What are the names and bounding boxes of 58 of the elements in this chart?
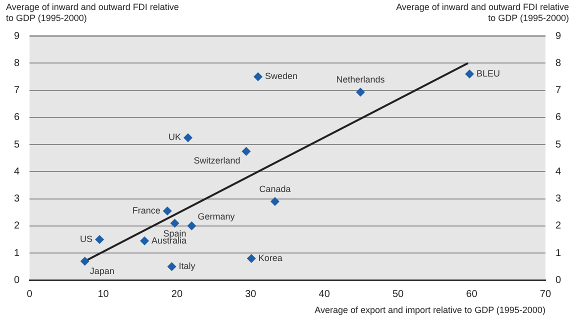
point: [254, 72, 263, 82]
y-axis-title: Average of inward and outward FDI relative to GDP (1995-2000): [6, 2, 180, 24]
y-tick-label: 8: [14, 58, 20, 69]
x-tick-label: 10: [98, 288, 110, 300]
x-tick-label: 70: [540, 288, 552, 300]
x-tick-label: 20: [171, 288, 183, 300]
series-label: Switzerland: [194, 155, 240, 166]
y2-tick-label: 6: [555, 112, 562, 124]
point: [270, 197, 280, 206]
series-label: US: [80, 234, 93, 244]
point: [184, 133, 193, 142]
x-tick-label: 30: [245, 288, 257, 300]
series-label: Japan: [90, 266, 114, 276]
series-label: Italy: [178, 261, 196, 272]
point: [246, 254, 256, 263]
point: [95, 235, 104, 244]
point: [162, 206, 172, 216]
y-tick-label: 3: [14, 194, 20, 205]
y-tick-label: 9: [14, 30, 20, 42]
series-label: BLEU: [476, 68, 500, 78]
series-label: Korea: [258, 252, 282, 263]
y-tick-label: 4: [14, 166, 20, 178]
point: [187, 221, 196, 230]
y2-tick-label: 0: [555, 274, 562, 286]
series-label: France: [132, 205, 160, 216]
y-tick-label: 0: [14, 274, 20, 286]
point: [167, 262, 176, 272]
point: [465, 69, 474, 78]
y2-tick-label: 9: [555, 30, 562, 42]
x-tick-label: 60: [466, 288, 478, 300]
series-label: Spain: [163, 228, 186, 239]
x-tick-label: 50: [392, 288, 404, 300]
point: [170, 218, 180, 228]
x-tick-label: 0: [26, 288, 33, 300]
series-label: Canada: [259, 184, 291, 194]
y2-tick-label: 5: [555, 139, 562, 150]
y-tick-label: 5: [14, 139, 20, 150]
x-tick-label: 40: [318, 288, 330, 300]
y2-axis-title: Average of inward and outward FDI relative to GDP (1995-2000): [395, 2, 569, 24]
series-label: Sweden: [265, 71, 298, 82]
series-label: UK: [168, 132, 182, 142]
y-tick-label: 2: [14, 220, 20, 232]
point: [242, 146, 251, 156]
y2-tick-label: 2: [555, 220, 562, 232]
y2-tick-label: 7: [555, 85, 562, 96]
y-tick-label: 7: [14, 85, 20, 96]
series-label: Germany: [198, 211, 236, 222]
y2-tick-label: 3: [555, 194, 562, 205]
y2-tick-label: 8: [555, 58, 562, 69]
series-label: Netherlands: [336, 74, 386, 85]
point: [80, 256, 90, 266]
y-tick-label: 1: [14, 248, 20, 259]
point: [356, 88, 365, 97]
y2-tick-label: 4: [555, 166, 562, 178]
point: [140, 236, 150, 246]
y2-tick-label: 1: [555, 248, 562, 259]
x-axis-title: Average of export and import relative to GDP (1995-2000): [314, 305, 546, 316]
y-tick-label: 6: [14, 112, 20, 124]
